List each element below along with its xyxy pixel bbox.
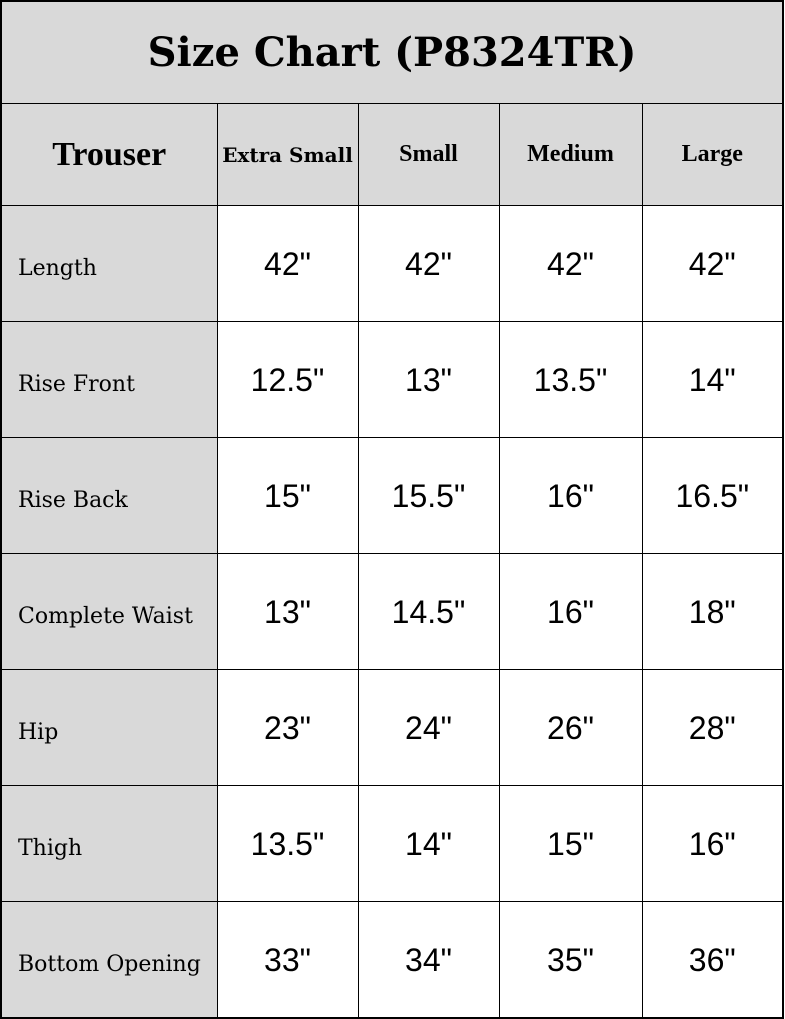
- row-label: Bottom Opening: [0, 901, 218, 1019]
- size-header-small: Small: [357, 103, 500, 206]
- measurement-cell: 16": [498, 553, 643, 670]
- measurement-cell: 26": [498, 669, 643, 786]
- measurement-cell: 13": [216, 553, 359, 670]
- measurement-cell: 42": [216, 205, 359, 322]
- table-row: Hip 23" 24" 26" 28": [0, 669, 784, 786]
- measurement-cell: 12.5": [216, 321, 359, 438]
- measurement-cell: 16": [641, 785, 784, 902]
- table-row: Rise Back 15" 15.5" 16" 16.5": [0, 437, 784, 554]
- measurement-cell: 28": [641, 669, 784, 786]
- measurement-cell: 16": [498, 437, 643, 554]
- table-row: Complete Waist 13" 14.5" 16" 18": [0, 553, 784, 670]
- table-row: Rise Front 12.5" 13" 13.5" 14": [0, 321, 784, 438]
- row-label: Hip: [0, 669, 218, 786]
- row-label: Complete Waist: [0, 553, 218, 670]
- measurement-cell: 23": [216, 669, 359, 786]
- measurement-cell: 42": [498, 205, 643, 322]
- size-header-medium: Medium: [498, 103, 643, 206]
- measurement-cell: 33": [216, 901, 359, 1019]
- size-header-extra-small: Extra Small: [216, 103, 359, 206]
- row-label: Rise Back: [0, 437, 218, 554]
- table-row: Thigh 13.5" 14" 15" 16": [0, 785, 784, 902]
- row-label: Rise Front: [0, 321, 218, 438]
- row-label: Thigh: [0, 785, 218, 902]
- measurement-cell: 34": [357, 901, 500, 1019]
- measurement-cell: 36": [641, 901, 784, 1019]
- size-header-large: Large: [641, 103, 784, 206]
- measurement-cell: 13.5": [498, 321, 643, 438]
- measurement-cell: 15": [498, 785, 643, 902]
- measurement-cell: 42": [641, 205, 784, 322]
- chart-title: Size Chart (P8324TR): [0, 0, 784, 104]
- table-row: Bottom Opening 33" 34" 35" 36": [0, 901, 784, 1019]
- table-row: Length 42" 42" 42" 42": [0, 205, 784, 322]
- header-row: Trouser Extra Small Small Medium Large: [0, 103, 784, 206]
- measurement-cell: 13.5": [216, 785, 359, 902]
- measurement-cell: 14": [357, 785, 500, 902]
- measurement-cell: 15.5": [357, 437, 500, 554]
- category-header: Trouser: [0, 103, 218, 206]
- measurement-cell: 14": [641, 321, 784, 438]
- measurement-cell: 14.5": [357, 553, 500, 670]
- measurement-cell: 15": [216, 437, 359, 554]
- measurement-cell: 13": [357, 321, 500, 438]
- measurement-cell: 35": [498, 901, 643, 1019]
- measurement-cell: 18": [641, 553, 784, 670]
- measurement-cell: 24": [357, 669, 500, 786]
- row-label: Length: [0, 205, 218, 322]
- measurement-cell: 16.5": [641, 437, 784, 554]
- measurement-cell: 42": [357, 205, 500, 322]
